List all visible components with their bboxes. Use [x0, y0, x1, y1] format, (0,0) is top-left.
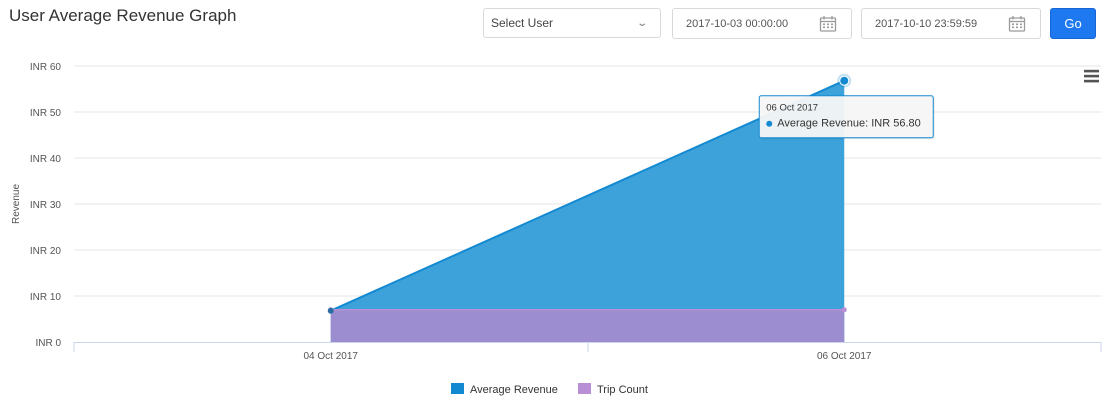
calendar-icon[interactable]: [1008, 15, 1026, 33]
y-tick-label: INR 60: [30, 62, 62, 73]
y-tick-label: INR 20: [30, 246, 62, 257]
end-date-value: 2017-10-10 23:59:59: [875, 17, 978, 30]
average-revenue-point: [839, 75, 850, 86]
y-axis-title: Revenue: [11, 184, 22, 224]
legend-label: Trip Count: [597, 384, 648, 396]
x-tick-label: 06 Oct 2017: [817, 351, 872, 362]
y-tick-label: INR 0: [35, 338, 61, 349]
legend-label: Average Revenue: [470, 384, 558, 396]
menu-icon[interactable]: [1084, 69, 1099, 83]
calendar-icon[interactable]: [819, 15, 837, 33]
tooltip-value: Average Revenue: INR 56.80: [777, 118, 921, 130]
start-date-value: 2017-10-03 00:00:00: [686, 17, 789, 30]
y-tick-label: INR 30: [30, 200, 62, 211]
user-select-value: Select User: [491, 16, 554, 30]
y-tick-label: INR 40: [30, 154, 62, 165]
legend-swatch: [578, 383, 591, 394]
chevron-down-icon: ⌄: [635, 17, 648, 29]
tooltip-box: [758, 95, 934, 139]
y-tick-label: INR 10: [30, 292, 62, 303]
page-title: User Average Revenue Graph: [9, 6, 237, 25]
tooltip-series-dot: [766, 120, 773, 127]
tooltip-date: 06 Oct 2017: [766, 103, 818, 114]
legend-swatch: [451, 383, 464, 394]
area-trip-count: [330, 309, 845, 342]
end-date-field[interactable]: 2017-10-10 23:59:59: [861, 8, 1041, 39]
area-average-revenue: [330, 80, 845, 342]
user-select[interactable]: Select User ⌄: [483, 8, 661, 38]
trip-count-point: [841, 307, 847, 313]
start-date-field[interactable]: 2017-10-03 00:00:00: [672, 8, 852, 39]
y-tick-label: INR 50: [30, 108, 62, 119]
x-tick-label: 04 Oct 2017: [304, 351, 359, 362]
go-button[interactable]: Go: [1050, 8, 1096, 39]
line-average-revenue: [330, 79, 845, 312]
average-revenue-point: [327, 307, 334, 314]
